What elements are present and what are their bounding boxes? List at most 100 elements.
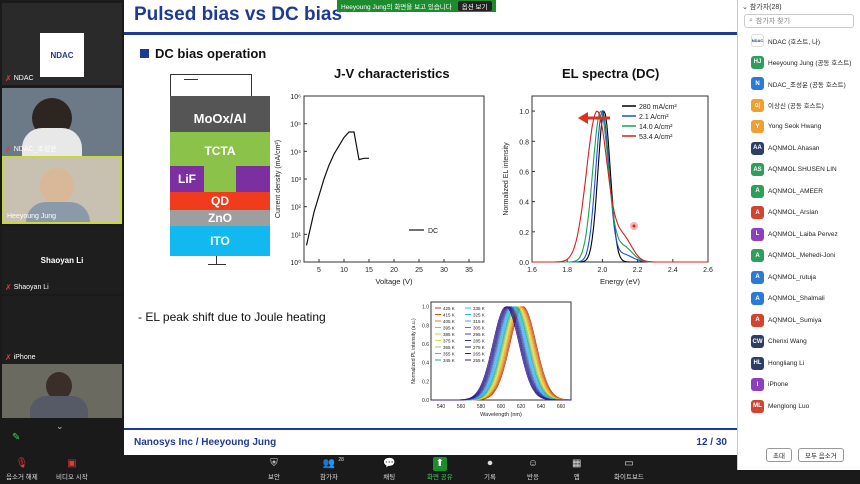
y-tick-label: 0.4 xyxy=(519,200,529,207)
participant-row[interactable]: A AQNMOL_AMEER xyxy=(738,181,860,203)
toolbar-button-2[interactable]: ⛨ 보안 xyxy=(268,457,280,481)
mute-all-button[interactable]: 모두 음소거 xyxy=(797,448,844,462)
participant-row[interactable]: A AQNMOL_Arslan xyxy=(738,202,860,224)
participant-row[interactable]: A AQNMOL_rutuja xyxy=(738,267,860,289)
y-tick-label: 10² xyxy=(291,205,302,212)
toolbar-button-8[interactable]: ▦ 앱 xyxy=(572,457,581,481)
toolbar-label: 반응 xyxy=(527,474,539,481)
participant-search-input[interactable]: ⌕ 참가자 찾기 xyxy=(744,14,854,28)
x-tick-label: 20 xyxy=(390,267,398,274)
x-tick-label: 560 xyxy=(457,404,466,410)
x-tick-label: 35 xyxy=(465,267,473,274)
avatar: A xyxy=(751,313,764,327)
y-tick-label: 10¹ xyxy=(291,232,302,239)
legend-label: 305 K xyxy=(473,326,485,331)
participant-row[interactable]: A AQNMOL_Shalmali xyxy=(738,288,860,310)
video-tile-iphone-label[interactable]: ✗ iPhone xyxy=(2,296,122,364)
participant-row[interactable]: AA AQNMOL Ahasan xyxy=(738,138,860,160)
invite-button[interactable]: 초대 xyxy=(766,448,792,462)
toolbar-button-9[interactable]: ▭ 화이트보드 xyxy=(614,457,644,481)
participant-row[interactable]: A AQNMOL_Sumiya xyxy=(738,310,860,332)
x-axis-label: Energy (eV) xyxy=(600,277,641,286)
toolbar-button-5[interactable]: ⬆ 화면 공유 xyxy=(427,457,453,481)
avatar: 이 xyxy=(751,98,764,112)
search-icon: ⌕ xyxy=(749,17,753,24)
x-tick-label: 2.2 xyxy=(633,267,643,274)
y-tick-label: 0.8 xyxy=(519,139,529,146)
circuit-wire xyxy=(170,74,252,96)
jv-panel-title: J-V characteristics xyxy=(334,66,450,81)
legend-label: 365 K xyxy=(443,345,455,350)
participant-count-badge: 28 xyxy=(338,457,344,463)
toolbar-button-3[interactable]: 👥 참가자 28 xyxy=(320,457,344,481)
y-tick-label: 10³ xyxy=(291,177,302,184)
y-tick-label: 10⁴ xyxy=(290,149,301,156)
toolbar-button-4[interactable]: 💬 채팅 xyxy=(383,457,395,481)
participant-row[interactable]: L AQNMOL_Laiba Pervez xyxy=(738,224,860,246)
shared-slide: Pulsed bias vs DC bias Heeyoung Jung의 화면… xyxy=(124,0,737,455)
toolbar-button-0[interactable]: 🎙 음소거 해제 xyxy=(6,457,38,481)
y-tick-label: 10⁰ xyxy=(290,259,301,267)
participant-row[interactable]: N NDAC_조성윤 (공동 호스트) xyxy=(738,73,860,95)
participant-row[interactable]: CW Chenxi Wang xyxy=(738,331,860,353)
participant-name: NDAC_조성윤 (공동 호스트) xyxy=(768,81,846,89)
avatar: N xyxy=(751,77,764,91)
shift-arrowhead xyxy=(578,112,588,124)
pl-series-line xyxy=(431,306,571,401)
stack-layer-qd: QD xyxy=(170,192,270,210)
chevron-down-icon[interactable]: ⌄ xyxy=(56,421,64,431)
participant-name: AQNMOL Ahasan xyxy=(768,144,820,152)
legend-label: 255 K xyxy=(473,358,485,363)
legend-label: 53.4 A/cm² xyxy=(639,134,673,141)
avatar: A xyxy=(751,292,764,306)
participant-row[interactable]: HL Hongliang Li xyxy=(738,353,860,375)
participant-name: AQNMOL_Arslan xyxy=(768,209,819,217)
participant-row[interactable]: 이 이상신 (공동 호스트) xyxy=(738,95,860,117)
page-number: 12 / 30 xyxy=(696,437,727,448)
toolbar-label: 화면 공유 xyxy=(427,474,453,481)
view-options-button[interactable]: 옵션 보기 xyxy=(457,1,492,11)
shield-icon: ⛨ xyxy=(270,458,278,469)
jv-plot-frame xyxy=(303,95,485,263)
toolbar-button-6[interactable]: ⏺ 기록 xyxy=(484,457,496,481)
x-axis-label: Wavelength (nm) xyxy=(480,412,522,418)
mic-muted-icon: ✗ xyxy=(5,74,12,83)
legend-label: 280 mA/cm² xyxy=(639,104,677,111)
ground-wire xyxy=(216,256,217,264)
y-axis-label: Current density (mA/cm²) xyxy=(275,140,282,218)
pencil-icon[interactable]: ✎ xyxy=(12,432,21,443)
el-chart: 1.6 1.8 2.0 2.2 2.4 2.6 0.0 0.2 0.4 0.6 0.8 1.0 Ener… xyxy=(503,95,713,286)
x-tick-label: 15 xyxy=(365,267,373,274)
toolbar-button-7[interactable]: ☺ 반응 xyxy=(527,457,539,481)
y-tick-label: 0.0 xyxy=(422,398,429,404)
participant-row[interactable]: Y Yong Seok Hwang xyxy=(738,116,860,138)
avatar: I xyxy=(751,378,764,392)
video-tile-ndac[interactable]: NDAC ✗ NDAC xyxy=(2,3,122,85)
legend-label: 295 K xyxy=(473,332,485,337)
participant-row[interactable]: ML Menglong Luo xyxy=(738,396,860,418)
participant-name: iPhone xyxy=(768,381,789,389)
whiteboard-icon: ▭ xyxy=(624,458,634,469)
participant-name: AQNMOL_Sumiya xyxy=(768,316,822,324)
y-tick-label: 0.2 xyxy=(519,230,529,237)
video-tile-shaoyan[interactable]: Shaoyan Li ✗ Shaoyan Li xyxy=(2,226,122,294)
chevron-down-icon[interactable]: ⌄ xyxy=(742,4,748,11)
participant-row[interactable]: A AQNMOL_Mehedi-Joni xyxy=(738,245,860,267)
y-axis-label: Normalized PL intensity (a.u.) xyxy=(411,318,417,384)
participant-row[interactable]: NDAC NDAC (호스트, 나) xyxy=(738,30,860,52)
participant-row[interactable]: AS AQNMOL SHUSEN LIN xyxy=(738,159,860,181)
legend-label: 355 K xyxy=(443,352,455,357)
toolbar-button-1[interactable]: ▣ 비디오 시작 xyxy=(56,457,88,481)
legend-label: 385 K xyxy=(443,332,455,337)
participant-row[interactable]: HJ Heeyoung Jung (공동 호스트) xyxy=(738,52,860,74)
share-banner-text: Heeyoung Jung의 화면을 보고 있습니다 xyxy=(341,4,452,11)
participant-name-center: Shaoyan Li xyxy=(40,255,84,265)
legend-label: 415 K xyxy=(443,313,455,318)
toolbar-label: 채팅 xyxy=(383,474,396,481)
video-tile-ndac-jo[interactable]: ✗ NDAC_조성윤 xyxy=(2,88,122,156)
video-tile-heeyoung[interactable]: Heeyoung Jung xyxy=(2,156,122,224)
avatar: CW xyxy=(751,335,764,349)
y-tick-label: 1.0 xyxy=(422,305,429,311)
video-tile-iphone[interactable] xyxy=(2,364,122,418)
